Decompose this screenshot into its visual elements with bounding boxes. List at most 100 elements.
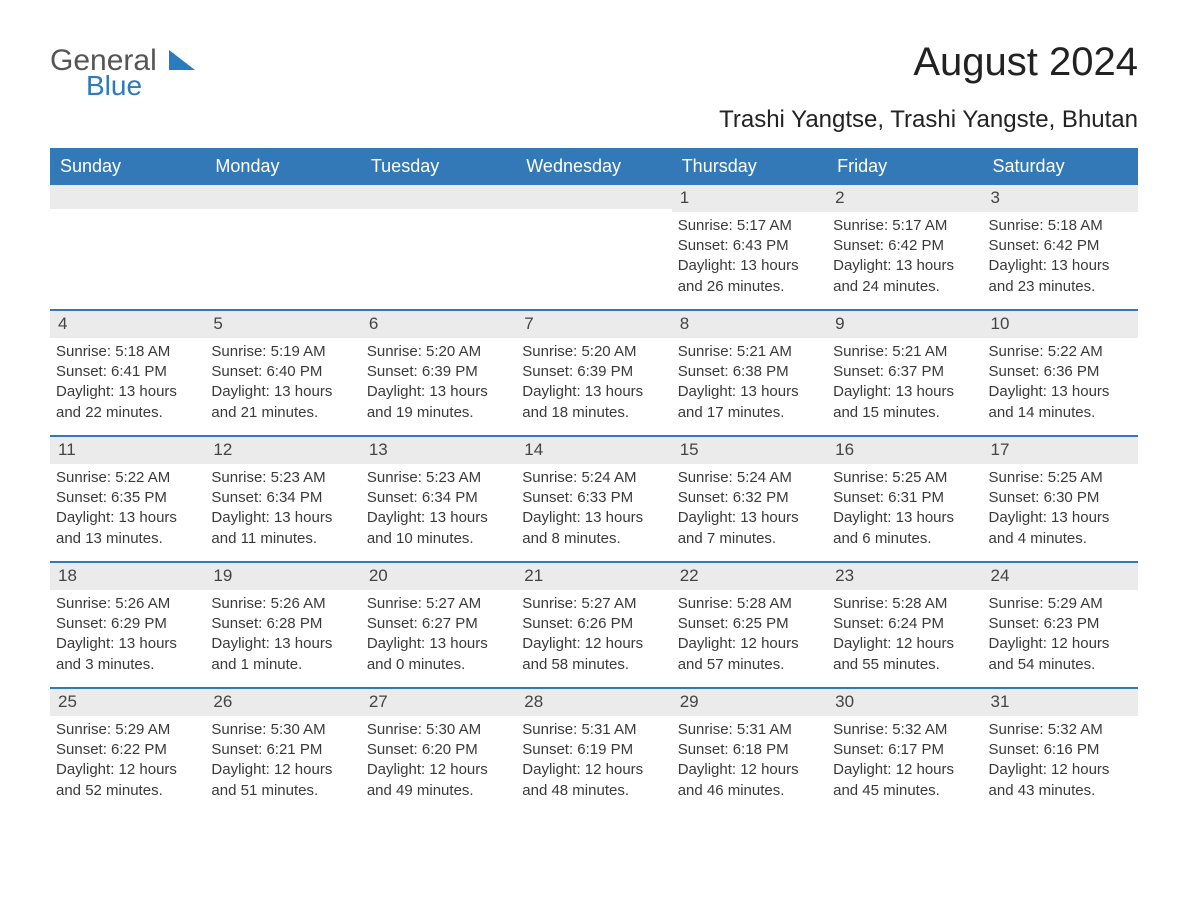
calendar-day: 27 Sunrise: 5:30 AMSunset: 6:20 PMDayligh…: [361, 689, 516, 813]
day-day1: Daylight: 13 hours: [989, 508, 1132, 528]
day-sunrise: Sunrise: 5:24 AM: [678, 468, 821, 488]
day-number: 11: [50, 437, 205, 464]
calendar-day: [50, 185, 205, 309]
day-day2: and 58 minutes.: [522, 655, 665, 675]
calendar-day: 12Sunrise: 5:23 AMSunset: 6:34 PMDayligh…: [205, 437, 360, 561]
day-sunset: Sunset: 6:37 PM: [833, 362, 976, 382]
day-day2: and 22 minutes.: [56, 403, 199, 423]
day-sunrise: Sunrise: 5:29 AM: [56, 720, 199, 740]
day-sunset: Sunset: 6:42 PM: [989, 236, 1132, 256]
day-sunset: Sunset: 6:33 PM: [522, 488, 665, 508]
day-day1: Daylight: 13 hours: [211, 382, 354, 402]
day-header-saturday: Saturday: [983, 148, 1138, 185]
calendar-day: 20Sunrise: 5:27 AMSunset: 6:27 PMDayligh…: [361, 563, 516, 687]
calendar-day: [205, 185, 360, 309]
day-day1: Daylight: 13 hours: [367, 634, 510, 654]
day-sunrise: Sunrise: 5:31 AM: [522, 720, 665, 740]
day-number: 26: [205, 689, 360, 716]
day-sunrise: Sunrise: 5:20 AM: [367, 342, 510, 362]
day-number: 8: [672, 311, 827, 338]
day-number: 20: [361, 563, 516, 590]
day-number: [361, 185, 516, 209]
day-sunrise: Sunrise: 5:20 AM: [522, 342, 665, 362]
day-day2: and 15 minutes.: [833, 403, 976, 423]
day-day1: Daylight: 13 hours: [522, 382, 665, 402]
day-day2: and 17 minutes.: [678, 403, 821, 423]
day-day2: and 3 minutes.: [56, 655, 199, 675]
calendar-week: 1Sunrise: 5:17 AMSunset: 6:43 PMDaylight…: [50, 185, 1138, 309]
day-sunrise: Sunrise: 5:22 AM: [56, 468, 199, 488]
day-number: [50, 185, 205, 209]
day-sunrise: Sunrise: 5:28 AM: [678, 594, 821, 614]
day-sunset: Sunset: 6:36 PM: [989, 362, 1132, 382]
calendar-day: 21Sunrise: 5:27 AMSunset: 6:26 PMDayligh…: [516, 563, 671, 687]
day-sunrise: Sunrise: 5:27 AM: [522, 594, 665, 614]
day-sunset: Sunset: 6:34 PM: [367, 488, 510, 508]
day-day2: and 43 minutes.: [989, 781, 1132, 801]
day-day2: and 11 minutes.: [211, 529, 354, 549]
day-day2: and 10 minutes.: [367, 529, 510, 549]
day-number: 27: [361, 689, 516, 716]
logo-text-blue: Blue: [86, 72, 195, 100]
day-sunrise: Sunrise: 5:29 AM: [989, 594, 1132, 614]
day-number: 17: [983, 437, 1138, 464]
day-day2: and 49 minutes.: [367, 781, 510, 801]
page-title: August 2024: [913, 40, 1138, 85]
calendar-day: 28Sunrise: 5:31 AMSunset: 6:19 PMDayligh…: [516, 689, 671, 813]
day-number: 22: [672, 563, 827, 590]
day-sunset: Sunset: 6:16 PM: [989, 740, 1132, 760]
day-sunrise: Sunrise: 5:30 AM: [211, 720, 354, 740]
day-day1: Daylight: 13 hours: [989, 256, 1132, 276]
day-number: 2: [827, 185, 982, 212]
day-day1: Daylight: 12 hours: [833, 760, 976, 780]
day-number: 24: [983, 563, 1138, 590]
day-sunrise: Sunrise: 5:17 AM: [678, 216, 821, 236]
day-day1: Daylight: 13 hours: [56, 508, 199, 528]
day-sunrise: Sunrise: 5:30 AM: [367, 720, 510, 740]
day-number: 9: [827, 311, 982, 338]
day-day1: Daylight: 12 hours: [56, 760, 199, 780]
day-number: [205, 185, 360, 209]
day-sunrise: Sunrise: 5:32 AM: [989, 720, 1132, 740]
day-sunset: Sunset: 6:20 PM: [367, 740, 510, 760]
day-sunrise: Sunrise: 5:18 AM: [56, 342, 199, 362]
day-sunset: Sunset: 6:25 PM: [678, 614, 821, 634]
day-number: 4: [50, 311, 205, 338]
day-day1: Daylight: 13 hours: [211, 508, 354, 528]
day-sunset: Sunset: 6:34 PM: [211, 488, 354, 508]
day-sunset: Sunset: 6:31 PM: [833, 488, 976, 508]
day-sunset: Sunset: 6:32 PM: [678, 488, 821, 508]
day-header-tuesday: Tuesday: [361, 148, 516, 185]
day-sunrise: Sunrise: 5:28 AM: [833, 594, 976, 614]
day-sunset: Sunset: 6:28 PM: [211, 614, 354, 634]
day-sunset: Sunset: 6:26 PM: [522, 614, 665, 634]
day-sunset: Sunset: 6:29 PM: [56, 614, 199, 634]
day-day1: Daylight: 12 hours: [367, 760, 510, 780]
day-sunset: Sunset: 6:38 PM: [678, 362, 821, 382]
day-number: 13: [361, 437, 516, 464]
day-day1: Daylight: 12 hours: [989, 760, 1132, 780]
calendar-day: 31Sunrise: 5:32 AMSunset: 6:16 PMDayligh…: [983, 689, 1138, 813]
day-sunrise: Sunrise: 5:25 AM: [989, 468, 1132, 488]
day-sunrise: Sunrise: 5:26 AM: [211, 594, 354, 614]
calendar-day: 30Sunrise: 5:32 AMSunset: 6:17 PMDayligh…: [827, 689, 982, 813]
day-day2: and 7 minutes.: [678, 529, 821, 549]
weeks-container: 1Sunrise: 5:17 AMSunset: 6:43 PMDaylight…: [50, 185, 1138, 813]
day-number: 18: [50, 563, 205, 590]
calendar-day: 10Sunrise: 5:22 AMSunset: 6:36 PMDayligh…: [983, 311, 1138, 435]
day-number: [516, 185, 671, 209]
day-day2: and 26 minutes.: [678, 277, 821, 297]
day-day1: Daylight: 13 hours: [833, 382, 976, 402]
calendar-day: 18Sunrise: 5:26 AMSunset: 6:29 PMDayligh…: [50, 563, 205, 687]
day-sunset: Sunset: 6:27 PM: [367, 614, 510, 634]
calendar-day: 19Sunrise: 5:26 AMSunset: 6:28 PMDayligh…: [205, 563, 360, 687]
calendar-day: 22Sunrise: 5:28 AMSunset: 6:25 PMDayligh…: [672, 563, 827, 687]
calendar-day: 15Sunrise: 5:24 AMSunset: 6:32 PMDayligh…: [672, 437, 827, 561]
day-sunrise: Sunrise: 5:22 AM: [989, 342, 1132, 362]
day-number: 28: [516, 689, 671, 716]
day-day1: Daylight: 13 hours: [211, 634, 354, 654]
day-day1: Daylight: 13 hours: [678, 256, 821, 276]
day-day1: Daylight: 13 hours: [56, 382, 199, 402]
day-sunset: Sunset: 6:39 PM: [367, 362, 510, 382]
calendar-day: 6Sunrise: 5:20 AMSunset: 6:39 PMDaylight…: [361, 311, 516, 435]
